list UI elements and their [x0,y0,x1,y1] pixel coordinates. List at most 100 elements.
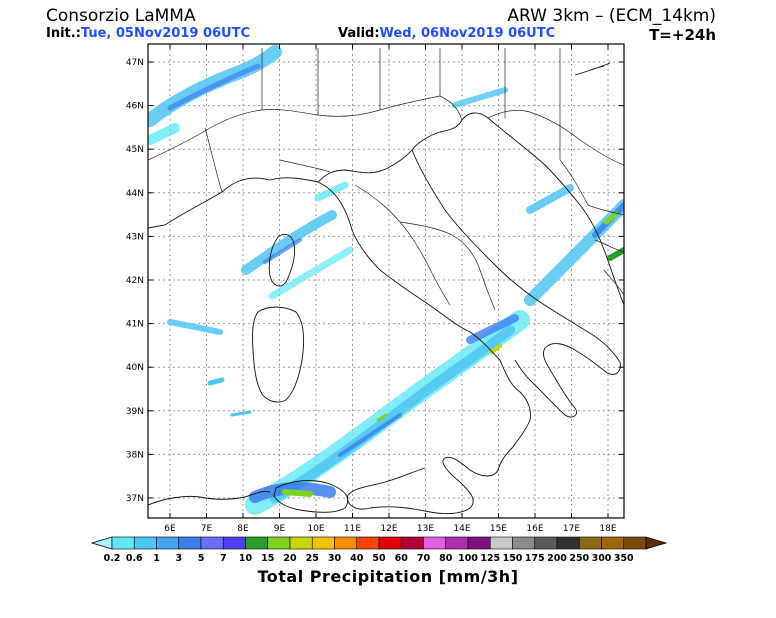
legend-value: 50 [372,553,386,564]
legend-arrow-low [90,536,113,550]
legend-value: 150 [503,553,523,564]
border-alps [148,95,441,161]
precip-band-tunisia [249,482,336,503]
lon-label: 7E [201,524,213,534]
lat-axis: 47N 46N 45N 44N 43N 42N 41N 40N 39N 38N 37N [126,58,624,504]
coast-italy-west [148,177,531,515]
lat-label: 46N [126,102,144,112]
legend-value: 25 [306,553,319,564]
legend-value: 3 [175,553,182,564]
legend-swatch [311,536,335,550]
precip-band-main-core [338,413,402,457]
legend-value: 60 [395,553,409,564]
border-regions [279,159,496,311]
header-model: ARW 3km – (ECM_14km) [507,6,716,26]
precip-band-west [148,123,180,145]
precip-band-corsica [241,210,337,275]
legend-value: 0.6 [126,553,143,564]
legend-swatch [512,536,536,550]
border-slovenia-croatia [439,95,624,166]
lon-label: 15E [490,524,507,534]
coast-north-africa [148,491,271,506]
legend-value: 300 [592,553,612,564]
legend-value: 80 [439,553,453,564]
legend-swatch [289,536,313,550]
lon-label: 11E [344,524,361,534]
sardinia-coast [252,306,304,403]
lat-label: 39N [126,407,144,417]
legend-value: 10 [239,553,253,564]
lat-label: 43N [126,232,144,242]
precip-band-main-mid [270,325,515,503]
lon-axis: 6E 7E 8E 9E 10E 11E 12E 13E 14E 15E 16E 17E 18E [164,44,617,534]
coast-italy-east [411,149,621,418]
legend-value: 0.2 [104,553,121,564]
border-france-italy [204,127,223,193]
border-north [261,48,561,160]
lat-label: 45N [126,145,144,155]
legend-arrow-high [645,536,668,550]
legend-value: 5 [198,553,205,564]
legend-swatch [111,536,135,550]
lat-label: 40N [126,363,144,373]
legend-swatch [467,536,491,550]
init-key: Init.: [46,26,81,41]
legend-swatch [200,536,224,550]
legend-value: 1 [153,553,160,564]
legend-swatch [133,536,157,550]
precip-band-adriatic [526,184,574,214]
valid-line: Valid:Wed, 06Nov2019 06UTC [338,26,555,41]
legend-swatch [334,536,358,550]
precip-spot-sardinia [207,377,225,386]
legend-value: 70 [417,553,431,564]
legend-value: 250 [569,553,589,564]
precip-core-campania [466,314,519,344]
legend-swatch [601,536,625,550]
legend-swatch [623,536,647,550]
map-area [148,44,624,518]
lat-label: 42N [126,276,144,286]
precipitation-field [148,45,624,515]
valid-key: Valid: [338,26,380,41]
legend-value: 40 [350,553,364,564]
legend-swatch [178,536,202,550]
lon-label: 12E [380,524,397,534]
lon-label: 18E [599,524,616,534]
precip-max-tunisia [282,489,313,497]
legend-value: 125 [480,553,500,564]
legend-value: 175 [525,553,545,564]
lat-label: 37N [126,494,144,504]
legend-swatch [423,536,447,550]
precip-spot-sea [230,410,252,417]
precip-max-tyrrhenian [376,413,388,422]
lon-label: 16E [526,524,543,534]
precip-core-alps [167,63,261,111]
legend-swatch [222,536,246,550]
lead-time: T=+24h [649,26,716,44]
legend-swatch [378,536,402,550]
legend-value: 100 [458,553,478,564]
lon-label: 8E [237,524,249,534]
legend-value: 200 [547,553,567,564]
coastlines [148,62,624,515]
legend-swatch [445,536,469,550]
legend-swatch [267,536,291,550]
lon-label: 10E [307,524,324,534]
legend-swatch [578,536,602,550]
lon-label: 6E [164,524,176,534]
legend-swatch [556,536,580,550]
legend-swatch [400,536,424,550]
legend-value: 20 [283,553,297,564]
lon-label: 13E [417,524,434,534]
precip-band-slovenia [452,87,508,108]
color-legend [90,536,668,550]
lat-label: 41N [126,320,144,330]
legend-value: 350 [614,553,634,564]
sicily-coast [273,480,349,513]
legend-value: 15 [261,553,274,564]
legend-swatch [356,536,380,550]
precip-max-campania [490,344,502,354]
legend-swatch [489,536,513,550]
lat-label: 44N [126,189,144,199]
